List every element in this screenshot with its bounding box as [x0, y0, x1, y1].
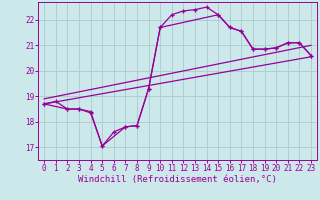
X-axis label: Windchill (Refroidissement éolien,°C): Windchill (Refroidissement éolien,°C): [78, 175, 277, 184]
